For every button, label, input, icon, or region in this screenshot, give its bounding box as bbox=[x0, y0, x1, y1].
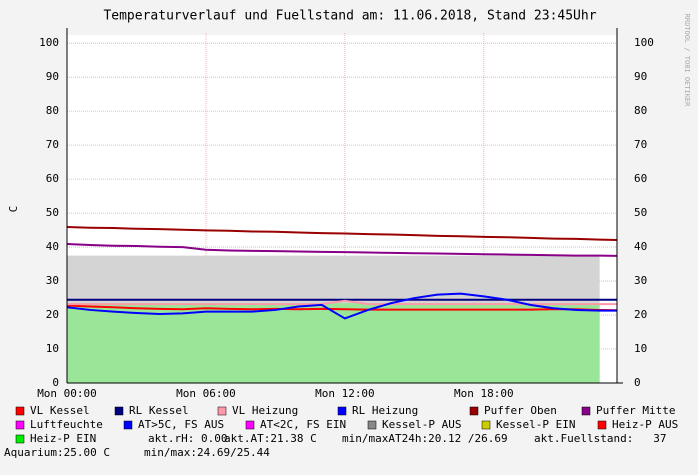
line bbox=[66, 292, 617, 320]
y-tick-label: 60 bbox=[46, 172, 59, 185]
line bbox=[66, 243, 618, 257]
legend-label: Heiz-P AUS bbox=[612, 418, 678, 431]
y2-tick-label: 60 bbox=[634, 172, 647, 185]
legend-label: AT<2C, FS EIN bbox=[260, 418, 346, 431]
legend-label: Kessel-P AUS bbox=[382, 418, 461, 431]
y-tick-label: 10 bbox=[46, 342, 59, 355]
legend-swatch bbox=[337, 406, 347, 416]
legend-label: Puffer Oben bbox=[484, 404, 557, 417]
y-tick-label: 90 bbox=[46, 70, 59, 83]
legend-swatch bbox=[469, 406, 479, 416]
chart-title: Temperaturverlauf und Fuellstand am: 11.… bbox=[103, 9, 596, 24]
y2-tick-label: 70 bbox=[634, 138, 647, 151]
legend-swatch bbox=[367, 420, 377, 430]
legend-label: Luftfeuchte bbox=[30, 418, 103, 431]
y-tick-label: 70 bbox=[46, 138, 59, 151]
legend-swatch bbox=[15, 420, 25, 430]
legend-label: VL Kessel bbox=[30, 404, 90, 417]
legend-swatch bbox=[581, 406, 591, 416]
x-tick-label: Mon 18:00 bbox=[454, 387, 514, 400]
y-tick-label: 100 bbox=[39, 36, 59, 49]
stat-text: akt.AT:21.38 C bbox=[224, 432, 317, 445]
x-tick-label: Mon 00:00 bbox=[37, 387, 97, 400]
legend-label: Puffer Mitte bbox=[596, 404, 675, 417]
legend-swatch bbox=[114, 406, 124, 416]
stat-text: min/max:24.69/25.44 bbox=[144, 446, 270, 459]
legend-label: VL Heizung bbox=[232, 404, 298, 417]
y2-tick-label: 0 bbox=[634, 376, 641, 389]
y-tick-label: 40 bbox=[46, 240, 59, 253]
y-tick-label: 0 bbox=[52, 376, 59, 389]
y2-tick-label: 50 bbox=[634, 206, 647, 219]
area bbox=[67, 303, 600, 383]
legend-label: RL Heizung bbox=[352, 404, 418, 417]
line bbox=[66, 226, 618, 241]
x-tick-label: Mon 12:00 bbox=[315, 387, 375, 400]
y-tick-label: 50 bbox=[46, 206, 59, 219]
legend-swatch bbox=[597, 420, 607, 430]
legend-label: Kessel-P EIN bbox=[496, 418, 575, 431]
y2-tick-label: 80 bbox=[634, 104, 647, 117]
stat-text: akt.Fuellstand: 37 bbox=[534, 432, 666, 445]
y-tick-label: 30 bbox=[46, 274, 59, 287]
stat-text: akt.rH: 0.00 bbox=[148, 432, 227, 445]
y2-tick-label: 90 bbox=[634, 70, 647, 83]
stat-text: min/maxAT24h:20.12 /26.69 bbox=[342, 432, 508, 445]
legend-swatch bbox=[15, 406, 25, 416]
y2-tick-label: 10 bbox=[634, 342, 647, 355]
side-text: RRDTOOL / TOBI OETIKER bbox=[683, 14, 691, 108]
stat-text: Aquarium:25.00 C bbox=[4, 446, 110, 459]
line bbox=[66, 304, 618, 312]
legend-label: AT>5C, FS AUS bbox=[138, 418, 224, 431]
y-axis-label: C bbox=[7, 206, 20, 213]
y-tick-label: 80 bbox=[46, 104, 59, 117]
legend-swatch bbox=[481, 420, 491, 430]
y2-tick-label: 30 bbox=[634, 274, 647, 287]
legend-swatch bbox=[123, 420, 133, 430]
legend-label: Heiz-P EIN bbox=[30, 432, 96, 445]
legend-swatch bbox=[245, 420, 255, 430]
legend-swatch bbox=[15, 434, 25, 444]
y2-tick-label: 100 bbox=[634, 36, 654, 49]
legend-swatch bbox=[217, 406, 227, 416]
y2-tick-label: 40 bbox=[634, 240, 647, 253]
y2-tick-label: 20 bbox=[634, 308, 647, 321]
x-tick-label: Mon 06:00 bbox=[176, 387, 236, 400]
legend-label: RL Kessel bbox=[129, 404, 189, 417]
y-tick-label: 20 bbox=[46, 308, 59, 321]
